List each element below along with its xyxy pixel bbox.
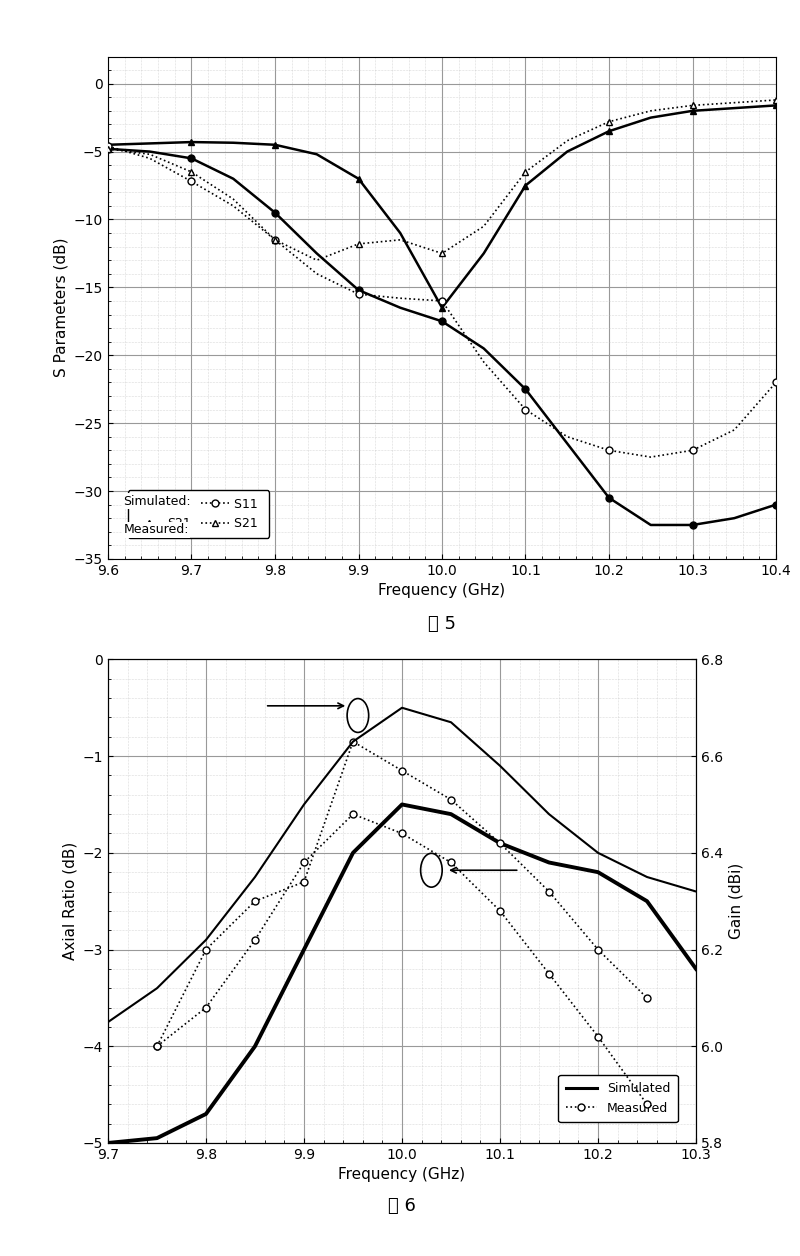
Legend: Simulated, Measured: Simulated, Measured [558,1075,678,1122]
Text: 图 5: 图 5 [428,615,456,633]
Legend: S11, S21, S11 , S21 : S11, S21, S11 , S21 [128,490,269,538]
Y-axis label: Axial Ratio (dB): Axial Ratio (dB) [62,842,77,961]
X-axis label: Frequency (GHz): Frequency (GHz) [378,583,506,598]
Y-axis label: S Parameters (dB): S Parameters (dB) [54,237,68,378]
X-axis label: Frequency (GHz): Frequency (GHz) [338,1167,466,1182]
Text: Simulated:: Simulated: [123,495,191,507]
Y-axis label: Gain (dBi): Gain (dBi) [729,863,743,939]
Text: 图 6: 图 6 [388,1197,416,1215]
Text: Measured:: Measured: [123,524,189,536]
